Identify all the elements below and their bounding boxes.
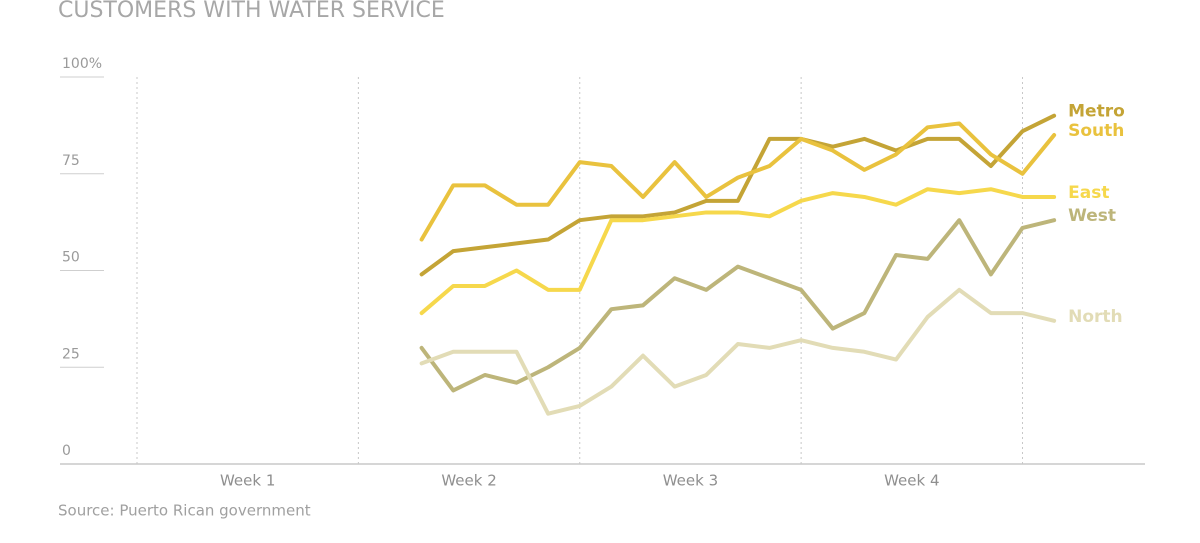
y-tick-label: 25 <box>62 346 80 362</box>
source-note: Source: Puerto Rican government <box>58 502 311 520</box>
x-tick-label: Week 2 <box>441 472 496 490</box>
x-tick-label: Week 1 <box>220 472 275 490</box>
y-tick-label: 50 <box>62 250 80 266</box>
series-line <box>419 187 1057 316</box>
series-line <box>419 121 1057 242</box>
series-label: East <box>1068 183 1109 203</box>
series-line <box>419 218 1057 393</box>
x-tick-label: Week 3 <box>663 472 718 490</box>
series-label: Metro <box>1068 102 1125 122</box>
series-label: South <box>1068 121 1124 141</box>
y-tick-label: 75 <box>62 153 80 169</box>
series-label: West <box>1068 206 1116 226</box>
y-tick-label: 100% <box>62 56 102 72</box>
y-tick-label: 0 <box>62 443 71 459</box>
series-line <box>419 287 1057 416</box>
series-line <box>419 113 1057 277</box>
series-label: North <box>1068 307 1123 327</box>
x-tick-label: Week 4 <box>884 472 939 490</box>
chart-title: CUSTOMERS WITH WATER SERVICE <box>58 0 445 23</box>
